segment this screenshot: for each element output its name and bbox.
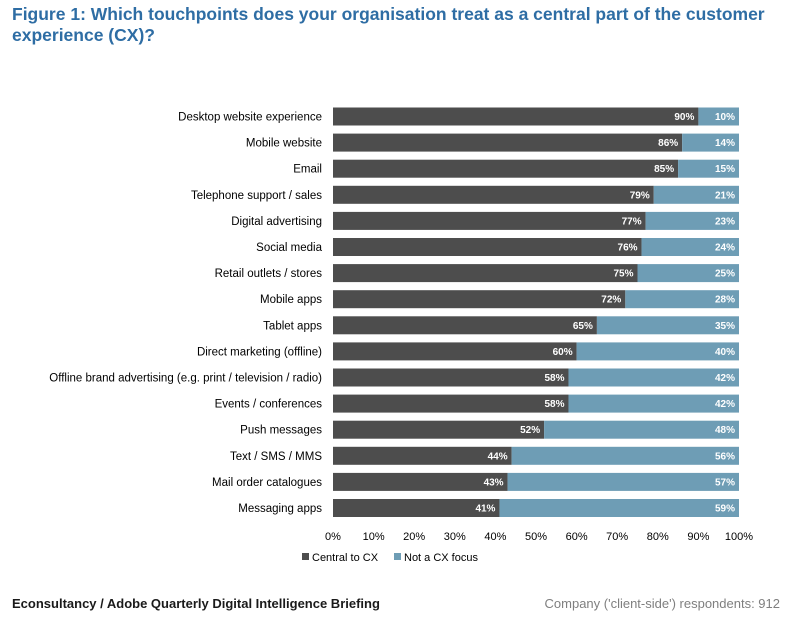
value-label-not-focus: 10% xyxy=(715,112,735,123)
value-label-not-focus: 15% xyxy=(715,164,735,175)
x-tick-label: 80% xyxy=(647,531,669,543)
respondents-note: Company ('client-side') respondents: 912 xyxy=(544,596,780,611)
category-label: Events / conferences xyxy=(215,399,323,411)
bar-not-cx-focus xyxy=(568,368,739,387)
category-label: Telephone support / sales xyxy=(191,190,322,202)
bar-not-cx-focus xyxy=(698,107,739,126)
category-label: Social media xyxy=(256,242,322,254)
category-label: Text / SMS / MMS xyxy=(230,451,322,463)
x-tick-label: 100% xyxy=(725,531,753,543)
bar-central-to-cx xyxy=(333,290,626,309)
bar-not-cx-focus xyxy=(641,238,739,256)
value-label-not-focus: 23% xyxy=(715,216,735,227)
category-label: Push messages xyxy=(240,425,322,437)
stacked-bar-chart: Desktop website experience 90% 10% Mobile w… xyxy=(49,107,753,564)
value-label-central: 43% xyxy=(484,477,504,488)
value-label-not-focus: 59% xyxy=(715,504,735,515)
bar-not-cx-focus xyxy=(507,472,739,491)
value-label-not-focus: 24% xyxy=(715,243,735,254)
source-credit: Econsultancy / Adobe Quarterly Digital I… xyxy=(12,596,380,611)
x-tick-label: 0% xyxy=(325,531,341,543)
bar-central-to-cx xyxy=(333,211,646,230)
value-label-central: 77% xyxy=(622,216,642,227)
value-label-not-focus: 48% xyxy=(715,425,735,436)
value-label-not-focus: 42% xyxy=(715,399,735,410)
bar-central-to-cx xyxy=(333,159,679,178)
bar-central-to-cx xyxy=(333,420,545,439)
value-label-not-focus: 57% xyxy=(715,477,735,488)
category-label: Messaging apps xyxy=(238,503,322,515)
value-label-not-focus: 56% xyxy=(715,451,735,462)
x-tick-label: 50% xyxy=(525,531,547,543)
value-label-not-focus: 28% xyxy=(715,295,735,306)
bar-not-cx-focus xyxy=(499,499,739,517)
bar-central-to-cx xyxy=(333,446,512,465)
value-label-central: 41% xyxy=(475,504,495,515)
legend-label-central: Central to CX xyxy=(312,552,379,564)
category-label: Direct marketing (offline) xyxy=(197,346,322,358)
bar-central-to-cx xyxy=(333,499,500,517)
x-tick-label: 90% xyxy=(687,531,709,543)
value-label-not-focus: 25% xyxy=(715,269,735,280)
legend-swatch-not-focus xyxy=(394,553,401,560)
value-label-central: 65% xyxy=(573,321,593,332)
x-tick-label: 60% xyxy=(566,531,588,543)
legend-label-not-focus: Not a CX focus xyxy=(404,552,478,564)
category-label: Mail order catalogues xyxy=(212,477,322,489)
value-label-not-focus: 21% xyxy=(715,190,735,201)
bar-central-to-cx xyxy=(333,394,569,413)
value-label-not-focus: 35% xyxy=(715,321,735,332)
bar-central-to-cx xyxy=(333,107,699,126)
x-tick-label: 30% xyxy=(444,531,466,543)
x-tick-label: 20% xyxy=(403,531,425,543)
value-label-central: 75% xyxy=(613,269,633,280)
bar-central-to-cx xyxy=(333,368,569,387)
value-label-central: 79% xyxy=(630,190,650,201)
category-label: Retail outlets / stores xyxy=(215,268,323,280)
value-label-central: 72% xyxy=(601,295,621,306)
bar-central-to-cx xyxy=(333,238,642,256)
category-label: Mobile website xyxy=(246,138,322,150)
category-label: Mobile apps xyxy=(260,294,322,306)
x-tick-label: 70% xyxy=(606,531,628,543)
value-label-central: 58% xyxy=(544,399,564,410)
category-label: Desktop website experience xyxy=(178,112,322,124)
bar-central-to-cx xyxy=(333,264,638,283)
value-label-central: 52% xyxy=(520,425,540,436)
bar-central-to-cx xyxy=(333,133,683,152)
bar-not-cx-focus xyxy=(682,133,739,152)
bar-not-cx-focus xyxy=(645,211,739,230)
value-label-central: 85% xyxy=(654,164,674,175)
category-label: Offline brand advertising (e.g. print / … xyxy=(49,373,322,385)
bar-not-cx-focus xyxy=(625,290,739,309)
bar-not-cx-focus xyxy=(653,185,739,204)
value-label-central: 90% xyxy=(674,112,694,123)
category-label: Email xyxy=(293,164,322,176)
bar-not-cx-focus xyxy=(544,420,739,439)
value-label-central: 44% xyxy=(488,451,508,462)
bar-not-cx-focus xyxy=(511,446,739,465)
value-label-not-focus: 42% xyxy=(715,373,735,384)
legend-swatch-central xyxy=(302,553,309,560)
x-tick-label: 40% xyxy=(484,531,506,543)
bar-central-to-cx xyxy=(333,316,597,335)
bar-not-cx-focus xyxy=(596,316,739,335)
category-label: Digital advertising xyxy=(231,216,322,228)
bar-not-cx-focus xyxy=(637,264,739,283)
x-tick-label: 10% xyxy=(363,531,385,543)
category-label: Tablet apps xyxy=(263,320,322,332)
bar-central-to-cx xyxy=(333,185,654,204)
value-label-not-focus: 14% xyxy=(715,138,735,149)
chart-title: Figure 1: Which touchpoints does your or… xyxy=(12,4,765,45)
value-label-not-focus: 40% xyxy=(715,347,735,358)
bar-not-cx-focus xyxy=(678,159,739,178)
bar-not-cx-focus xyxy=(568,394,739,413)
value-label-central: 86% xyxy=(658,138,678,149)
bar-central-to-cx xyxy=(333,472,508,491)
bar-not-cx-focus xyxy=(576,342,739,361)
bar-central-to-cx xyxy=(333,342,577,361)
value-label-central: 60% xyxy=(553,347,573,358)
value-label-central: 58% xyxy=(544,373,564,384)
value-label-central: 76% xyxy=(618,243,638,254)
